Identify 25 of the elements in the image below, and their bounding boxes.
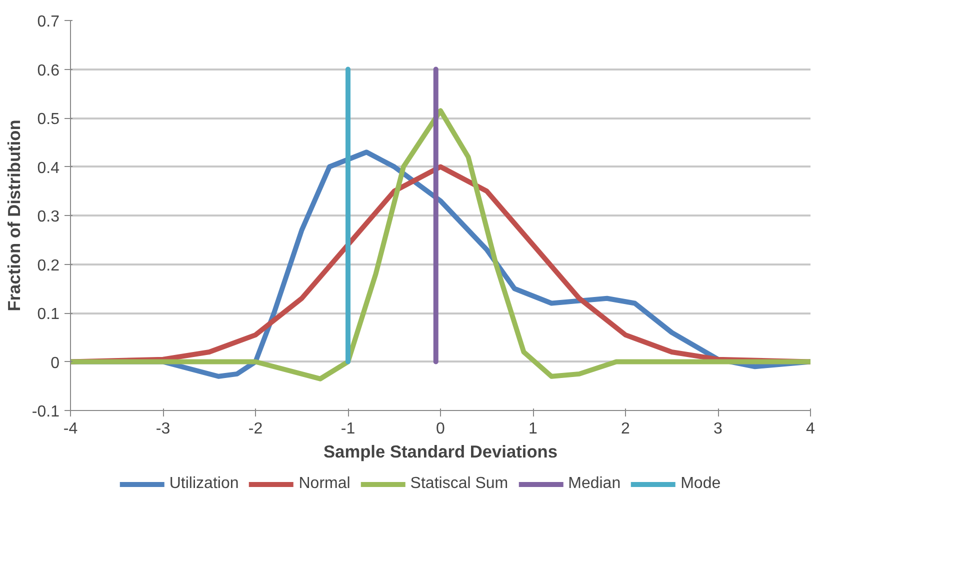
legend-label: Utilization (169, 475, 239, 493)
y-tick-label: 0.4 (37, 160, 60, 177)
y-tick-label: -0.1 (32, 404, 60, 420)
y-tick-label: 0.3 (37, 208, 60, 226)
x-axis-title: Sample Standard Deviations (324, 442, 558, 462)
y-tick-label: 0.2 (37, 257, 60, 274)
x-tick-label: -2 (248, 420, 263, 438)
y-tick-label: 0.5 (37, 111, 60, 128)
x-tick-label: -4 (63, 420, 78, 438)
legend-label: Normal (298, 475, 350, 493)
y-tick-label: 0.1 (37, 306, 60, 323)
x-tick-label: 1 (528, 420, 538, 438)
x-tick-label: 3 (714, 420, 723, 438)
x-tick-label: 4 (806, 420, 816, 438)
x-tick-label: -1 (340, 420, 356, 438)
legend-label: Mode (680, 475, 721, 493)
y-tick-label: 0.6 (37, 62, 60, 80)
legend-label: Statiscal Sum (410, 475, 508, 493)
y-axis-title: Fraction of Distribution (4, 120, 24, 312)
y-tick-label: 0.7 (37, 14, 60, 30)
x-tick-label: 2 (621, 420, 630, 438)
y-tick-label: 0 (50, 354, 60, 372)
x-tick-label: -3 (156, 420, 170, 438)
x-tick-label: 0 (436, 420, 446, 438)
legend-label: Median (568, 475, 621, 493)
